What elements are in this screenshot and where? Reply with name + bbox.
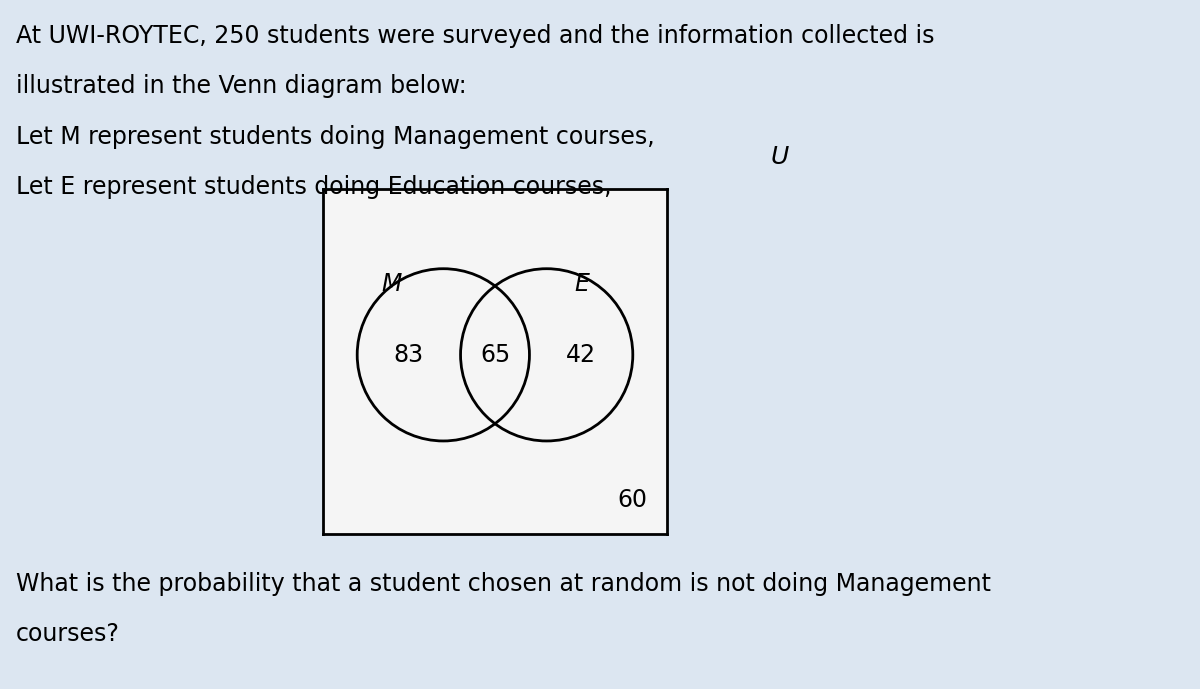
Text: 83: 83	[394, 343, 424, 367]
Text: M: M	[382, 272, 402, 296]
Text: 42: 42	[566, 343, 596, 367]
Text: illustrated in the Venn diagram below:: illustrated in the Venn diagram below:	[16, 74, 467, 99]
Text: What is the probability that a student chosen at random is not doing Management: What is the probability that a student c…	[16, 572, 991, 596]
Text: Let M represent students doing Management courses,: Let M represent students doing Managemen…	[16, 125, 654, 149]
Text: 60: 60	[618, 488, 648, 511]
Text: E: E	[575, 272, 589, 296]
Text: courses?: courses?	[16, 622, 120, 646]
Text: 65: 65	[480, 343, 510, 367]
Text: Let E represent students doing Education courses,: Let E represent students doing Education…	[16, 175, 611, 199]
Text: At UWI-ROYTEC, 250 students were surveyed and the information collected is: At UWI-ROYTEC, 250 students were surveye…	[16, 24, 934, 48]
Text: U: U	[770, 145, 790, 169]
